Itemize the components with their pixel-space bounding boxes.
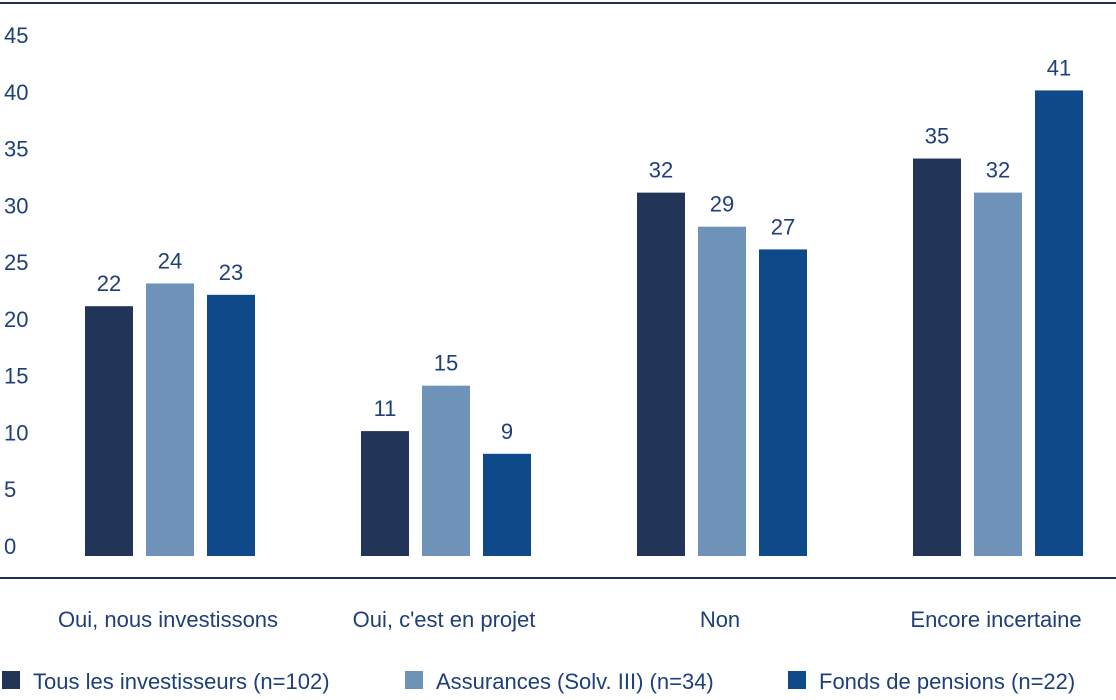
value-label: 29 [710, 192, 734, 217]
bar [483, 453, 531, 556]
bar [422, 385, 470, 556]
value-label: 32 [649, 158, 673, 183]
y-tick-label: 0 [4, 534, 16, 559]
value-label: 27 [771, 214, 795, 239]
legend-swatch [2, 671, 20, 689]
y-tick-label: 20 [4, 307, 28, 332]
legend-label: Tous les investisseurs (n=102) [33, 669, 330, 694]
value-label: 15 [434, 351, 458, 376]
legend-label: Fonds de pensions (n=22) [819, 669, 1075, 694]
y-tick-label: 30 [4, 193, 28, 218]
value-label: 23 [219, 260, 243, 285]
category-label: Encore incertaine [910, 607, 1081, 632]
bar [913, 158, 961, 557]
y-tick-label: 10 [4, 420, 28, 445]
bar [974, 192, 1022, 556]
y-tick-label: 25 [4, 250, 28, 275]
value-label: 24 [158, 248, 182, 273]
legend: Tous les investisseurs (n=102) Assurances… [2, 669, 1075, 694]
value-label: 35 [925, 124, 949, 149]
y-tick-label: 40 [4, 80, 28, 105]
bar [207, 294, 255, 556]
category-labels: Oui, nous investissons Oui, c'est en proj… [58, 607, 1082, 632]
bar [146, 283, 194, 556]
value-labels: 22 11 32 35 24 15 29 32 23 9 27 41 [97, 55, 1071, 443]
bar [759, 249, 807, 556]
category-label: Oui, c'est en projet [353, 607, 536, 632]
legend-swatch [788, 671, 806, 689]
value-label: 32 [986, 158, 1010, 183]
value-label: 11 [374, 396, 397, 421]
legend-label: Assurances (Solv. III) (n=34) [436, 669, 714, 694]
category-label: Oui, nous investissons [58, 607, 278, 632]
y-tick-label: 35 [4, 137, 28, 162]
bars [85, 90, 1083, 557]
y-tick-label: 5 [4, 477, 16, 502]
legend-swatch [405, 671, 423, 689]
bar [637, 192, 685, 556]
bar [361, 431, 409, 556]
bar [698, 226, 746, 556]
bar [85, 306, 133, 556]
y-tick-label: 45 [4, 23, 28, 48]
value-label: 41 [1047, 55, 1071, 80]
y-tick-label: 15 [4, 364, 28, 389]
value-label: 9 [501, 419, 513, 444]
y-axis-ticks: 0 5 10 15 20 25 30 35 40 45 [4, 23, 28, 559]
category-label: Non [700, 607, 740, 632]
value-label: 22 [97, 271, 121, 296]
bar [1035, 90, 1083, 556]
